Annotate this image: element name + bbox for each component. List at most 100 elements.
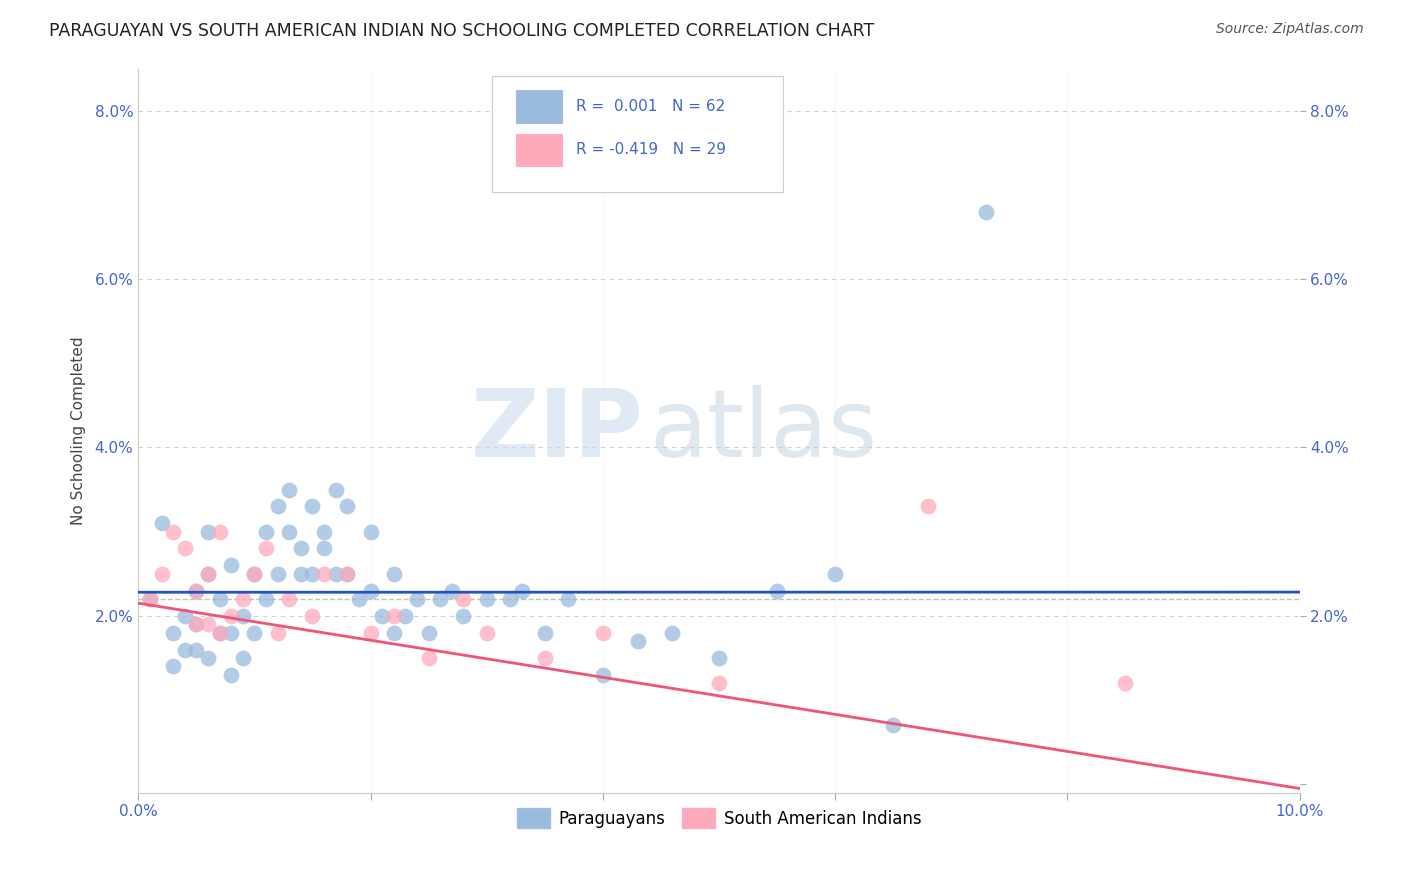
Legend: Paraguayans, South American Indians: Paraguayans, South American Indians (510, 801, 928, 835)
Point (418, 651, 440, 665)
Point (627, 634, 650, 648)
Point (139, 592, 162, 607)
Point (510, 583, 533, 598)
Point (197, 617, 219, 632)
Point (197, 566, 219, 581)
Point (219, 625, 242, 640)
Text: R = -0.419   N = 29: R = -0.419 N = 29 (576, 142, 725, 157)
FancyBboxPatch shape (516, 90, 562, 123)
Point (278, 483, 301, 497)
Point (301, 608, 323, 623)
Point (197, 651, 219, 665)
Point (707, 676, 730, 690)
Text: R =  0.001   N = 62: R = 0.001 N = 62 (576, 99, 725, 113)
Text: PARAGUAYAN VS SOUTH AMERICAN INDIAN NO SCHOOLING COMPLETED CORRELATION CHART: PARAGUAYAN VS SOUTH AMERICAN INDIAN NO S… (49, 22, 875, 40)
Point (162, 625, 184, 640)
Point (336, 566, 359, 581)
Point (186, 642, 208, 657)
Point (592, 667, 614, 681)
Point (162, 524, 184, 539)
Point (232, 608, 254, 623)
Point (418, 625, 440, 640)
Point (150, 516, 173, 531)
Point (301, 566, 323, 581)
Point (208, 592, 231, 607)
Point (453, 608, 475, 623)
Point (371, 608, 394, 623)
Point (475, 625, 498, 640)
Point (325, 566, 347, 581)
Point (186, 617, 208, 632)
Point (254, 592, 277, 607)
Point (882, 718, 904, 732)
Point (394, 608, 416, 623)
Point (278, 592, 301, 607)
Point (232, 592, 254, 607)
Point (382, 566, 405, 581)
Point (360, 524, 382, 539)
FancyBboxPatch shape (492, 76, 783, 192)
Text: Source: ZipAtlas.com: Source: ZipAtlas.com (1216, 22, 1364, 37)
Point (557, 592, 579, 607)
Point (301, 500, 323, 514)
Point (766, 583, 789, 598)
Point (661, 625, 683, 640)
Point (475, 592, 498, 607)
Point (186, 583, 208, 598)
FancyBboxPatch shape (516, 134, 562, 166)
Point (208, 524, 231, 539)
Point (243, 625, 266, 640)
Point (150, 566, 173, 581)
Point (266, 625, 288, 640)
Point (347, 592, 370, 607)
Point (219, 608, 242, 623)
Point (336, 500, 359, 514)
Point (232, 651, 254, 665)
Point (314, 524, 336, 539)
Point (406, 592, 429, 607)
Point (254, 524, 277, 539)
Point (139, 592, 162, 607)
Point (533, 625, 555, 640)
Point (173, 541, 195, 556)
Point (243, 566, 266, 581)
Point (186, 583, 208, 598)
Point (197, 524, 219, 539)
Point (208, 625, 231, 640)
Point (707, 651, 730, 665)
Y-axis label: No Schooling Completed: No Schooling Completed (72, 336, 86, 524)
Point (173, 608, 195, 623)
Point (278, 524, 301, 539)
Point (219, 667, 242, 681)
Point (314, 566, 336, 581)
Point (243, 566, 266, 581)
Point (440, 583, 463, 598)
Point (917, 500, 939, 514)
Point (290, 566, 312, 581)
Point (254, 541, 277, 556)
Point (592, 625, 614, 640)
Point (533, 651, 555, 665)
Point (382, 608, 405, 623)
Point (266, 500, 288, 514)
Point (1114, 676, 1136, 690)
Point (360, 625, 382, 640)
Point (314, 541, 336, 556)
Point (974, 204, 997, 219)
Point (208, 625, 231, 640)
Point (824, 566, 846, 581)
Point (336, 566, 359, 581)
Point (197, 566, 219, 581)
Point (266, 566, 288, 581)
Point (453, 592, 475, 607)
Point (325, 483, 347, 497)
Point (186, 617, 208, 632)
Text: ZIP: ZIP (471, 384, 644, 476)
Point (219, 558, 242, 573)
Point (162, 659, 184, 673)
Point (360, 583, 382, 598)
Point (429, 592, 451, 607)
Point (290, 541, 312, 556)
Point (173, 642, 195, 657)
Text: atlas: atlas (650, 384, 877, 476)
